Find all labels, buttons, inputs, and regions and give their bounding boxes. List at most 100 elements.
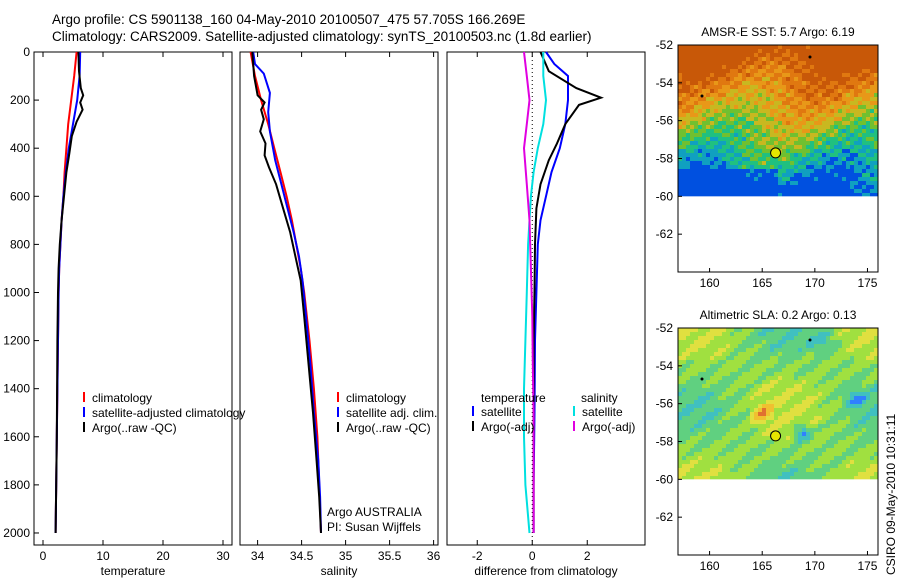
- sla-map-cell: [714, 412, 718, 416]
- sst-map-cell: [818, 73, 822, 77]
- sst-map-cell: [774, 137, 778, 141]
- sst-map-cell: [738, 189, 742, 193]
- sst-map-cell: [842, 149, 846, 153]
- sal-legend-1: satellite adj. clim.: [346, 406, 437, 420]
- sla-map-cell: [726, 388, 730, 392]
- sst-map-cell: [794, 61, 798, 65]
- sst-map-cell: [838, 57, 842, 61]
- sst-map-cell: [778, 193, 782, 197]
- sst-map-cell: [770, 185, 774, 189]
- sst-map-cell: [766, 153, 770, 157]
- sla-map-cell: [850, 400, 854, 404]
- sst-map-cell: [826, 89, 830, 93]
- sst-map-cell: [830, 137, 834, 141]
- sst-map-cell: [754, 145, 758, 149]
- sla-map-cell: [802, 404, 806, 408]
- sla-map-cell: [774, 380, 778, 384]
- sst-map-cell: [782, 145, 786, 149]
- sla-map-cell: [874, 476, 878, 480]
- sla-map-cell: [678, 452, 682, 456]
- sla-map-cell: [810, 376, 814, 380]
- sst-map-cell: [814, 81, 818, 85]
- sla-map-cell: [838, 448, 842, 452]
- sst-map-cell: [714, 133, 718, 137]
- sla-map-cell: [858, 400, 862, 404]
- sst-map-cell: [678, 185, 682, 189]
- sla-map-cell: [750, 460, 754, 464]
- sst-map-cell: [758, 149, 762, 153]
- sla-map-cell: [798, 404, 802, 408]
- sst-map-cell: [874, 145, 878, 149]
- sst-map-cell: [706, 121, 710, 125]
- sst-map-cell: [750, 113, 754, 117]
- sst-map-cell: [770, 69, 774, 73]
- sst-map-cell: [698, 45, 702, 49]
- sla-map-cell: [762, 444, 766, 448]
- sst-map-cell: [870, 77, 874, 81]
- sst-map-cell: [830, 109, 834, 113]
- sla-map-cell: [866, 448, 870, 452]
- sla-map-cell: [786, 364, 790, 368]
- sla-map-cell: [778, 444, 782, 448]
- sla-map-cell: [762, 332, 766, 336]
- sst-map-cell: [698, 185, 702, 189]
- sst-map-cell: [686, 97, 690, 101]
- sla-map-cell: [870, 388, 874, 392]
- sla-map-cell: [858, 328, 862, 332]
- sst-map-cell: [726, 133, 730, 137]
- sst-map-cell: [778, 133, 782, 137]
- sst-map-cell: [734, 185, 738, 189]
- sla-map-cell: [858, 348, 862, 352]
- sla-map-cell: [730, 344, 734, 348]
- sst-map-cell: [690, 153, 694, 157]
- sst-map-cell: [766, 109, 770, 113]
- sla-map-cell: [854, 376, 858, 380]
- sla-map-cell: [798, 428, 802, 432]
- sla-map-cell: [814, 412, 818, 416]
- sla-map-cell: [726, 380, 730, 384]
- sst-map-cell: [702, 45, 706, 49]
- sla-map-cell: [742, 460, 746, 464]
- sla-map-cell: [706, 464, 710, 468]
- sla-map-cell: [770, 456, 774, 460]
- sla-map-cell: [714, 360, 718, 364]
- sst-map-cell: [838, 153, 842, 157]
- sst-map-cell: [862, 85, 866, 89]
- sst-map-cell: [710, 57, 714, 61]
- sla-map-cell: [726, 348, 730, 352]
- sla-map-cell: [722, 360, 726, 364]
- sla-map-cell: [754, 368, 758, 372]
- sla-map-cell: [726, 340, 730, 344]
- sla-map-cell: [722, 384, 726, 388]
- sst-map-cell: [866, 73, 870, 77]
- sst-map-cell: [798, 141, 802, 145]
- sla-map-cell: [838, 452, 842, 456]
- sst-map-cell: [754, 73, 758, 77]
- sla-map-cell: [686, 384, 690, 388]
- sla-map-cell: [702, 384, 706, 388]
- sla-map-cell: [838, 360, 842, 364]
- sla-map-cell: [714, 356, 718, 360]
- sst-map-cell: [686, 129, 690, 133]
- sst-map-cell: [742, 125, 746, 129]
- sst-map-cell: [758, 105, 762, 109]
- sla-map-cell: [850, 420, 854, 424]
- sst-map-cell: [734, 145, 738, 149]
- sst-map-cell: [754, 113, 758, 117]
- sst-map-cell: [874, 49, 878, 53]
- sst-map-cell: [866, 89, 870, 93]
- sst-map-cell: [722, 121, 726, 125]
- sla-map-cell: [806, 328, 810, 332]
- sla-map-cell: [722, 432, 726, 436]
- sst-map-cell: [762, 101, 766, 105]
- sst-map-cell: [834, 85, 838, 89]
- sst-map-cell: [870, 185, 874, 189]
- sla-map-cell: [826, 352, 830, 356]
- sla-map-cell: [794, 336, 798, 340]
- sla-map-cell: [870, 396, 874, 400]
- difference-xlabel: difference from climatology: [474, 564, 617, 578]
- sla-map-cell: [702, 356, 706, 360]
- sst-map-cell: [702, 69, 706, 73]
- sla-map-cell: [682, 460, 686, 464]
- sla-map-cell: [746, 428, 750, 432]
